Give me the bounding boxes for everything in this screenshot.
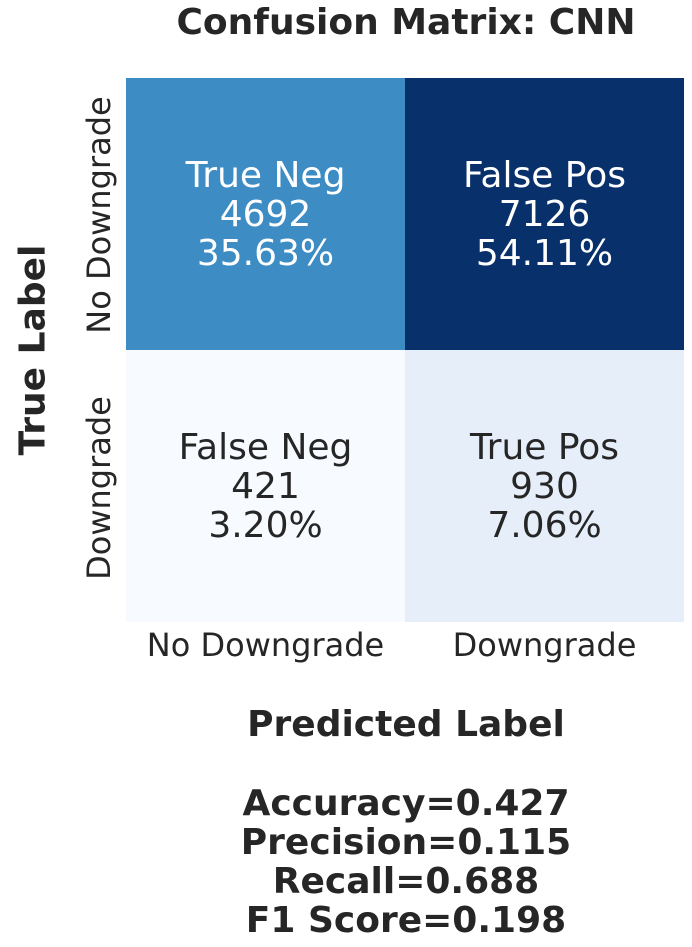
cell-name: False Neg [178, 426, 353, 468]
matrix-cell-false-neg: False Neg 421 3.20% [126, 350, 405, 622]
y-axis-label: True Label [12, 244, 54, 456]
cell-count: 421 [231, 465, 300, 507]
cell-count: 930 [510, 465, 579, 507]
matrix-cell-true-pos: True Pos 930 7.06% [405, 350, 684, 622]
metric-recall: Recall=0.688 [272, 861, 540, 902]
x-tick-label-no-downgrade: No Downgrade [146, 626, 385, 664]
matrix-cell-false-pos: False Pos 7126 54.11% [405, 78, 684, 350]
matrix-cell-true-neg: True Neg 4692 35.63% [126, 78, 405, 350]
metric-precision: Precision=0.115 [240, 822, 572, 863]
cell-percent: 54.11% [475, 232, 614, 274]
x-tick-label-downgrade: Downgrade [452, 626, 637, 664]
cell-name: True Neg [185, 154, 346, 196]
metric-accuracy: Accuracy=0.427 [242, 783, 570, 824]
cell-name: False Pos [462, 154, 627, 196]
cell-count: 4692 [219, 193, 312, 235]
cell-percent: 35.63% [196, 232, 335, 274]
metric-f1-score: F1 Score=0.198 [245, 900, 567, 941]
chart-title: Confusion Matrix: CNN [176, 2, 636, 43]
metrics-summary: Accuracy=0.427 Precision=0.115 Recall=0.… [126, 784, 686, 940]
cell-percent: 7.06% [487, 504, 602, 546]
y-tick-label-no-downgrade: No Downgrade [80, 96, 118, 334]
y-tick-label-downgrade: Downgrade [80, 396, 118, 580]
cell-name: True Pos [469, 426, 620, 468]
x-axis-label: Predicted Label [247, 704, 565, 745]
cell-percent: 3.20% [208, 504, 323, 546]
cell-count: 7126 [498, 193, 591, 235]
